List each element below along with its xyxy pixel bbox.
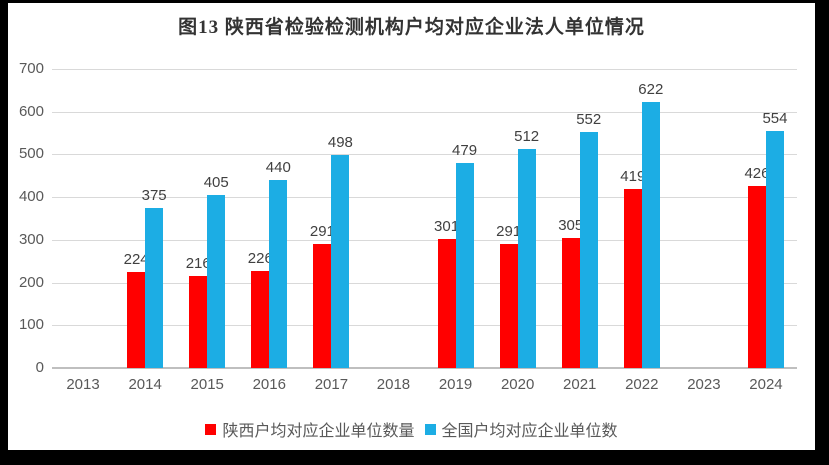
x-axis-tick-label: 2014 <box>128 376 162 393</box>
chart-canvas: 图13 陕西省检验检测机构户均对应企业法人单位情况 0 100 200 300 400 5… <box>8 3 815 450</box>
x-axis-tick-label: 2015 <box>190 376 224 393</box>
bar-value-label-national-2019: 479 <box>452 142 478 160</box>
y-axis-tick-label: 100 <box>18 316 44 334</box>
gridline-600 <box>52 111 797 113</box>
x-axis-tick-label: 2020 <box>500 376 535 393</box>
bar-value-label-shaanxi-2016: 226 <box>247 250 273 268</box>
gridline-100 <box>52 325 797 327</box>
y-axis-tick-label: 300 <box>18 230 44 248</box>
bar-shaanxi-2022 <box>623 189 642 368</box>
plot-area: 0 100 200 300 400 500 600 700 2013 2014 2015 2016 20… <box>8 3 815 450</box>
bar-shaanxi-2017 <box>313 243 332 368</box>
chart-title: 图13 陕西省检验检测机构户均对应企业法人单位情况 <box>178 17 645 38</box>
x-axis-tick-label: 2022 <box>625 376 659 393</box>
bar-value-label-national-2022: 622 <box>638 81 664 99</box>
gridline-200 <box>52 282 797 284</box>
x-axis-tick-label: 2023 <box>687 376 721 393</box>
x-axis-tick-label: 2013 <box>66 376 100 393</box>
y-axis-tick-label: 400 <box>18 188 44 206</box>
bar-value-label-national-2024: 554 <box>762 110 788 128</box>
bar-value-label-shaanxi-2020: 291 <box>496 222 522 240</box>
y-axis-tick-label: 700 <box>18 60 44 77</box>
bar-national-2017 <box>331 155 350 368</box>
legend-label-shaanxi: 陕西户均对应企业单位数量 <box>222 423 415 440</box>
bar-value-label-shaanxi-2014: 224 <box>123 251 149 269</box>
bar-national-2022 <box>641 102 660 368</box>
gridline-500 <box>52 154 797 156</box>
bar-shaanxi-2021 <box>561 237 580 368</box>
x-axis-tick-label: 2018 <box>376 376 411 393</box>
x-axis-tick-label: 2021 <box>563 376 597 393</box>
bar-value-label-shaanxi-2024: 426 <box>744 165 770 183</box>
bar-shaanxi-2016 <box>251 271 270 368</box>
x-axis-tick-label: 2019 <box>438 376 473 393</box>
bar-shaanxi-2020 <box>499 243 518 368</box>
bar-shaanxi-2015 <box>189 275 208 368</box>
bar-national-2019 <box>455 163 474 368</box>
legend-label-national: 全国户均对应企业单位数 <box>441 423 618 440</box>
bar-shaanxi-2019 <box>437 239 456 368</box>
bar-value-label-shaanxi-2022: 419 <box>620 168 646 186</box>
legend-item-shaanxi: 陕西户均对应企业单位数量 <box>205 417 415 441</box>
legend: 陕西户均对应企业单位数量 全国户均对应企业单位数 <box>8 417 815 441</box>
bar-national-2015 <box>207 195 226 368</box>
y-axis-tick-label: 200 <box>18 273 44 291</box>
legend-swatch-shaanxi <box>205 423 217 435</box>
gridline-300 <box>52 239 797 241</box>
x-axis-tick-label: 2016 <box>252 376 286 393</box>
bar-value-label-national-2015: 405 <box>203 174 229 191</box>
gridline-700 <box>52 69 797 70</box>
bar-value-label-national-2021: 552 <box>576 111 602 129</box>
bar-value-label-national-2017: 498 <box>327 134 353 152</box>
legend-swatch-national <box>424 423 436 435</box>
bar-national-2021 <box>579 132 598 368</box>
bar-value-label-shaanxi-2019: 301 <box>434 218 460 236</box>
x-axis-tick-label: 2017 <box>314 376 349 393</box>
bar-shaanxi-2024 <box>747 186 766 368</box>
bar-national-2024 <box>765 131 784 368</box>
y-axis-tick-label: 600 <box>18 102 44 120</box>
y-axis-tick-label: 0 <box>35 359 44 376</box>
bar-national-2014 <box>145 207 164 368</box>
bar-national-2020 <box>517 149 536 368</box>
bar-value-label-national-2016: 440 <box>265 159 291 177</box>
y-axis-tick-label: 500 <box>18 145 44 163</box>
bar-shaanxi-2014 <box>127 272 146 368</box>
bar-value-label-shaanxi-2015: 216 <box>185 254 211 272</box>
x-axis-line <box>52 367 797 369</box>
gridline-400 <box>52 197 797 199</box>
bar-value-label-shaanxi-2017: 291 <box>309 222 335 240</box>
bar-value-label-national-2020: 512 <box>514 128 540 146</box>
legend-item-national: 全国户均对应企业单位数 <box>424 417 618 441</box>
bar-national-2016 <box>269 180 288 368</box>
x-axis-tick-label: 2024 <box>749 376 783 393</box>
bar-value-label-national-2014: 375 <box>141 186 167 204</box>
bar-value-label-shaanxi-2021: 305 <box>558 216 584 234</box>
